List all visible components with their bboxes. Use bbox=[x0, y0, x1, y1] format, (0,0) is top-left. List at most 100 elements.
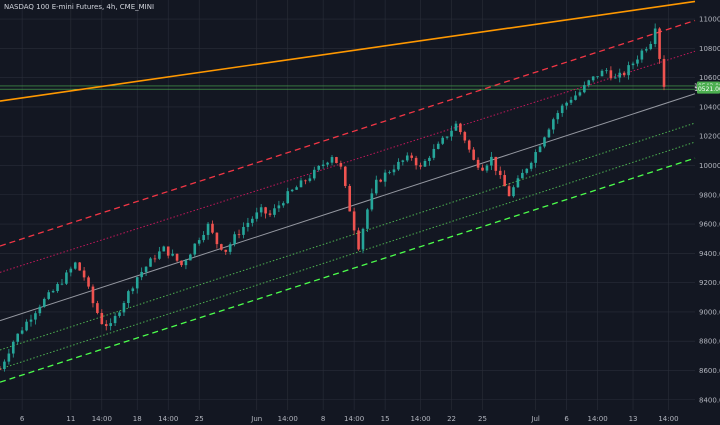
candle-body bbox=[569, 99, 573, 103]
y-tick-label: 9400.00 bbox=[699, 250, 720, 258]
candle-body bbox=[25, 321, 28, 331]
candle-body bbox=[29, 319, 33, 322]
candle-body bbox=[658, 28, 661, 59]
candle-body bbox=[543, 137, 546, 147]
candle-body bbox=[631, 63, 635, 66]
x-tick-label: 15 bbox=[381, 415, 390, 423]
candle-body bbox=[246, 222, 250, 227]
candle-body bbox=[388, 172, 391, 174]
candle-body bbox=[605, 70, 608, 72]
candle-body bbox=[490, 156, 493, 166]
x-tick-label: 14:00 bbox=[158, 415, 178, 423]
candle-body bbox=[366, 209, 369, 229]
candle-body bbox=[255, 212, 259, 219]
x-tick-label: 13 bbox=[629, 415, 638, 423]
candle-body bbox=[583, 85, 586, 93]
candle-body bbox=[20, 330, 24, 334]
candle-body bbox=[450, 130, 453, 137]
candle-body bbox=[436, 143, 440, 149]
price-label-text: 10521.00 bbox=[694, 86, 720, 93]
candle-body bbox=[290, 189, 294, 192]
candle-body bbox=[529, 162, 533, 169]
candle-body bbox=[38, 306, 42, 314]
x-tick-label: 25 bbox=[195, 415, 204, 423]
candle-body bbox=[78, 262, 81, 271]
x-tick-label: Jun bbox=[250, 415, 262, 423]
candle-body bbox=[463, 132, 467, 141]
x-tick-label: 14:00 bbox=[278, 415, 298, 423]
candle-body bbox=[242, 226, 245, 235]
candle-body bbox=[193, 243, 197, 255]
candle-body bbox=[565, 102, 568, 106]
candle-body bbox=[118, 312, 121, 316]
candle-body bbox=[73, 262, 77, 269]
candle-body bbox=[171, 253, 174, 256]
candle-body bbox=[56, 284, 59, 292]
candle-body bbox=[428, 157, 431, 161]
y-tick-label: 10400.00 bbox=[699, 103, 720, 111]
y-tick-label: 10800.00 bbox=[699, 45, 720, 53]
candle-body bbox=[454, 123, 458, 131]
candle-body bbox=[343, 166, 347, 186]
x-tick-label: 11 bbox=[66, 415, 75, 423]
candle-body bbox=[587, 80, 591, 86]
candle-body bbox=[445, 136, 449, 138]
candle-body bbox=[100, 312, 104, 325]
candle-body bbox=[51, 291, 55, 293]
candle-body bbox=[614, 77, 617, 79]
candle-body bbox=[370, 193, 374, 210]
candle-body bbox=[104, 324, 108, 327]
x-tick-label: 25 bbox=[478, 415, 487, 423]
candle-body bbox=[640, 50, 644, 60]
y-tick-label: 8600.00 bbox=[699, 367, 720, 375]
candle-body bbox=[259, 207, 263, 213]
candle-body bbox=[233, 234, 236, 245]
candle-body bbox=[534, 152, 537, 163]
x-tick-label: 8 bbox=[321, 415, 325, 423]
candle-body bbox=[166, 246, 170, 256]
x-tick-label: 14:00 bbox=[92, 415, 112, 423]
candle-body bbox=[162, 246, 166, 252]
channel-upper-dotted bbox=[0, 50, 696, 273]
candle-body bbox=[286, 191, 290, 204]
candle-body bbox=[237, 234, 241, 236]
candle-body bbox=[662, 58, 666, 87]
x-tick-label: 14:00 bbox=[588, 415, 608, 423]
candle-body bbox=[423, 160, 427, 167]
candle-body bbox=[578, 92, 582, 96]
price-label-box bbox=[697, 84, 720, 94]
candle-body bbox=[299, 180, 303, 188]
candle-body bbox=[60, 283, 64, 285]
candle-body bbox=[109, 323, 112, 327]
candles bbox=[0, 23, 666, 372]
y-tick-label: 9600.00 bbox=[699, 221, 720, 229]
candle-body bbox=[149, 258, 152, 267]
candle-body bbox=[339, 163, 343, 167]
grid bbox=[0, 0, 695, 410]
candle-body bbox=[282, 203, 285, 206]
y-tick-label: 9800.00 bbox=[699, 191, 720, 199]
channel-lower-dashed bbox=[0, 157, 696, 383]
candle-body bbox=[304, 180, 307, 182]
candle-body bbox=[268, 213, 272, 215]
candle-body bbox=[184, 260, 188, 266]
candle-body bbox=[144, 266, 148, 272]
candle-body bbox=[264, 207, 267, 214]
candle-body bbox=[180, 260, 183, 266]
candle-body bbox=[251, 218, 254, 223]
candle-body bbox=[525, 168, 529, 173]
candle-body bbox=[34, 313, 37, 320]
candle-body bbox=[645, 49, 648, 51]
candle-body bbox=[374, 179, 378, 194]
x-tick-label: 14:00 bbox=[410, 415, 430, 423]
candle-body bbox=[277, 205, 281, 209]
candle-body bbox=[392, 169, 396, 173]
candle-body bbox=[397, 161, 400, 170]
candle-body bbox=[16, 333, 20, 342]
candle-body bbox=[618, 72, 622, 78]
candle-body bbox=[348, 185, 352, 212]
candle-body bbox=[82, 270, 86, 278]
candle-body bbox=[591, 76, 595, 81]
candle-body bbox=[653, 28, 657, 44]
